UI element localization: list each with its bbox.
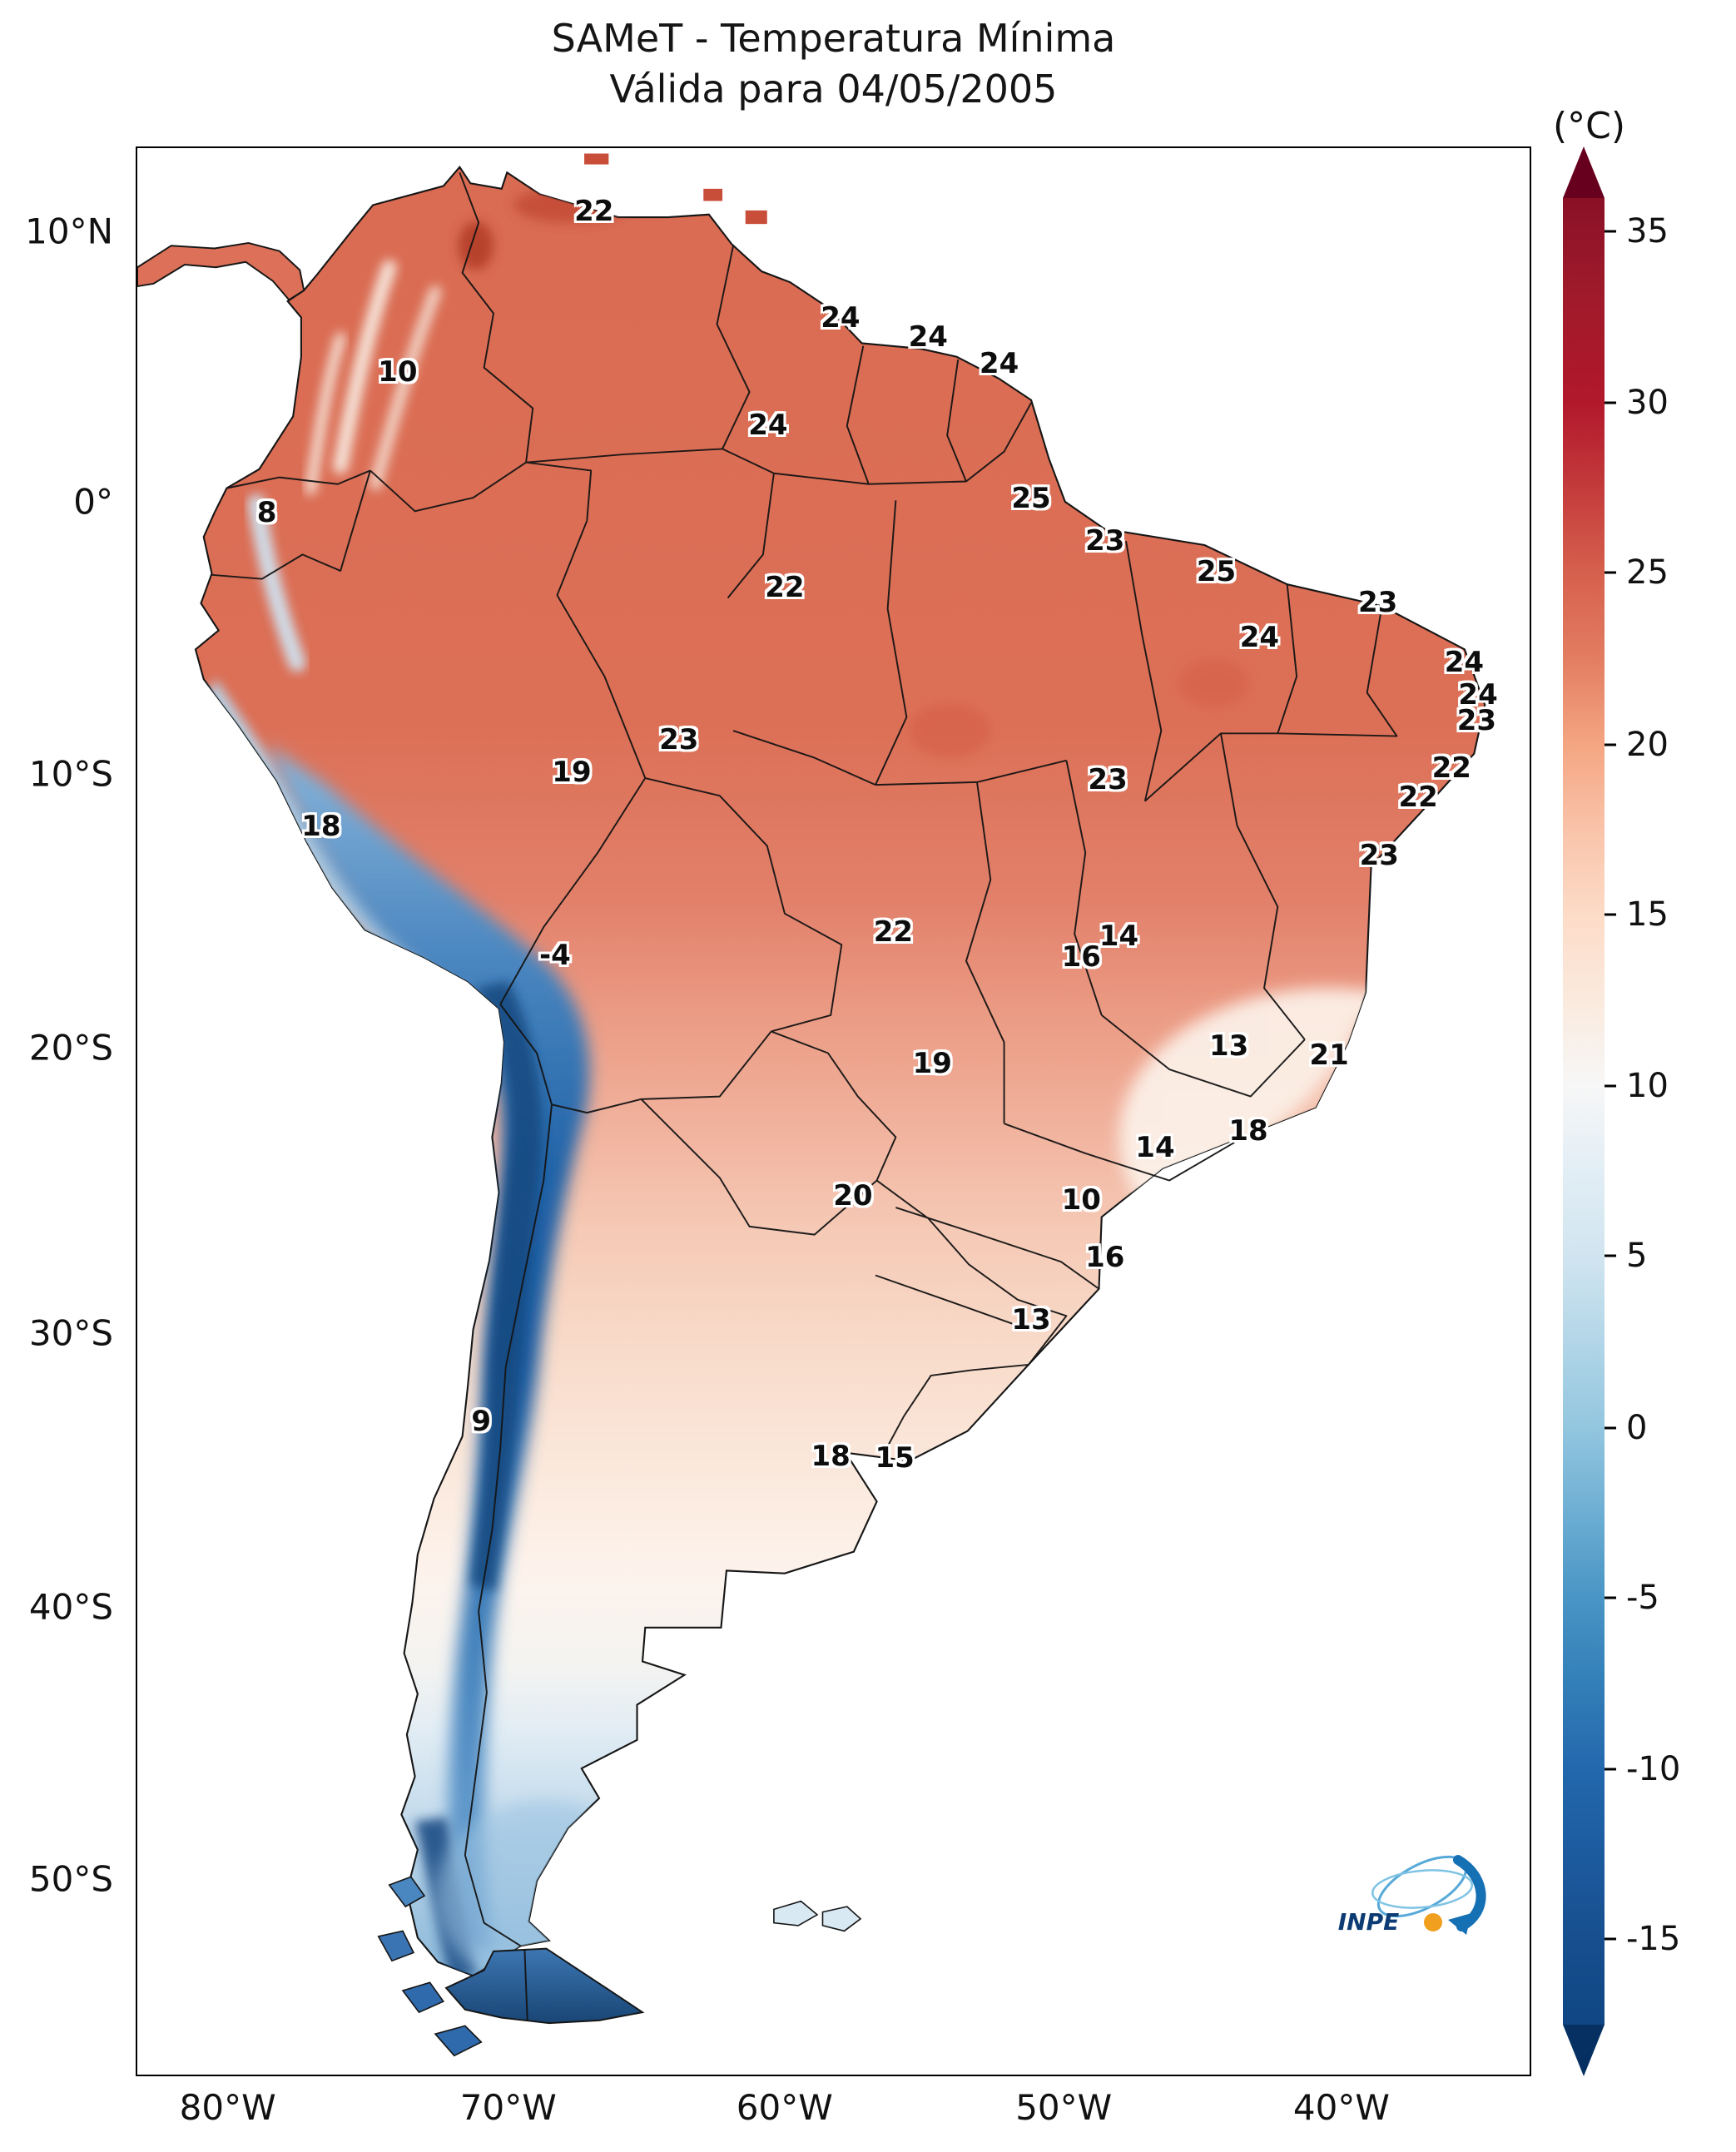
station-temp-label: 23 — [1085, 524, 1125, 558]
station-temp-label: 14 — [1099, 919, 1139, 953]
lat-tick-label: 0° — [73, 481, 113, 523]
colorbar-tick: 30 — [1605, 384, 1669, 422]
colorbar-lower-arrow — [1563, 2025, 1605, 2076]
lon-tick-label: 80°W — [179, 2087, 276, 2128]
colorbar-tick-labels: 35 30 25 20 15 10 5 0 -5 -10 -15 — [1605, 146, 1736, 2076]
panama-strip — [137, 241, 305, 301]
station-temp-label: 19 — [552, 756, 592, 790]
station-temp-label: 20 — [833, 1179, 873, 1213]
station-temp-label: 10 — [1061, 1183, 1101, 1217]
colorbar-tick: -10 — [1605, 1750, 1680, 1788]
country-state-borders — [211, 171, 1398, 2021]
station-temp-label: 18 — [1228, 1113, 1268, 1148]
lat-axis: 10°N 0° 10°S 20°S 30°S 40°S 50°S — [0, 146, 125, 2076]
colorbar-gradient-bar — [1563, 198, 1605, 2025]
colorbar-unit-label: (°C) — [1553, 105, 1626, 147]
station-temp-label: 18 — [301, 809, 341, 843]
colorbar-tick: -5 — [1605, 1579, 1659, 1617]
lat-tick-label: 40°S — [28, 1586, 113, 1628]
station-temp-label: 15 — [875, 1441, 915, 1475]
station-temp-label: 24 — [1239, 621, 1280, 654]
figure-title-line2: Válida para 04/05/2005 — [609, 66, 1058, 112]
station-temp-label: 24 — [748, 409, 788, 443]
station-temp-label: 25 — [1011, 482, 1051, 516]
tierra-del-fuego — [444, 1947, 645, 2025]
colorbar-tick: -15 — [1605, 1920, 1680, 1958]
station-temp-label: 23 — [1357, 586, 1398, 620]
inpe-logo-text: INPE — [1337, 1908, 1400, 1936]
lon-tick-label: 60°W — [736, 2087, 833, 2128]
station-temp-label: 22 — [574, 195, 614, 229]
station-temp-label: 16 — [1085, 1241, 1125, 1275]
station-temp-label: 23 — [1088, 763, 1128, 797]
inpe-logo: INPE — [1335, 1843, 1493, 1951]
station-temp-label: 13 — [1011, 1302, 1051, 1336]
station-label-layer: 22 24 24 24 10 24 25 8 23 25 22 23 24 24 24 23 23 19 22 23 2… — [137, 148, 1530, 2075]
station-temp-label: 13 — [1208, 1029, 1249, 1063]
colorbar-tick: 10 — [1605, 1067, 1669, 1105]
lat-tick-label: 20°S — [28, 1027, 113, 1069]
station-temp-label: 23 — [659, 722, 699, 756]
station-temp-label: 22 — [873, 915, 914, 950]
station-temp-label: 16 — [1061, 940, 1101, 974]
figure-title: SAMeT - Temperatura Mínima Válida para 0… — [136, 13, 1531, 114]
station-temp-label: 25 — [1196, 555, 1237, 589]
station-temp-label: 10 — [378, 355, 418, 389]
station-temp-label: 24 — [979, 347, 1019, 381]
station-temp-label: 22 — [1431, 751, 1471, 786]
lat-tick-label: 30°S — [28, 1312, 113, 1354]
colorbar-upper-arrow — [1563, 146, 1605, 198]
colorbar-tick: 20 — [1605, 726, 1669, 764]
station-temp-label: 22 — [765, 570, 805, 604]
map-plot-area: 22 24 24 24 10 24 25 8 23 25 22 23 24 24 24 23 23 19 22 23 2… — [136, 146, 1531, 2076]
colorbar-tick: 25 — [1605, 553, 1669, 592]
falkland-islands — [773, 1900, 819, 1926]
colorbar-tick: 35 — [1605, 212, 1669, 250]
lon-tick-label: 70°W — [459, 2087, 557, 2128]
station-temp-label: 24 — [908, 320, 948, 354]
inpe-logo-swirl-icon — [1371, 1855, 1486, 1936]
station-temp-label: 14 — [1135, 1131, 1175, 1165]
lon-tick-label: 40°W — [1292, 2087, 1390, 2128]
station-temp-label: 8 — [256, 495, 277, 529]
station-temp-label: 22 — [1398, 781, 1438, 815]
lon-axis: 80°W 70°W 60°W 50°W 40°W — [136, 2087, 1531, 2140]
station-temp-label: 24 — [1458, 678, 1498, 712]
colorbar-tick: 0 — [1605, 1409, 1647, 1447]
station-temp-label: 18 — [811, 1439, 851, 1473]
station-temp-label: 24 — [1444, 646, 1485, 680]
station-temp-label: 19 — [912, 1046, 952, 1080]
station-temp-label: 24 — [821, 300, 861, 335]
station-temp-label: 9 — [471, 1405, 492, 1439]
lon-tick-label: 50°W — [1015, 2087, 1113, 2128]
colorbar-tick: 15 — [1605, 895, 1669, 934]
temperature-colorbar: 35 30 25 20 15 10 5 0 -5 -10 -15 — [1563, 146, 1680, 2076]
figure-title-line1: SAMeT - Temperatura Mínima — [551, 16, 1116, 61]
station-temp-label: 23 — [1359, 838, 1399, 872]
lat-tick-label: 10°S — [28, 753, 113, 795]
station-temp-label: 21 — [1309, 1039, 1349, 1073]
station-temp-label: 23 — [1456, 703, 1497, 737]
south-america-temperature-map — [137, 153, 1486, 2057]
lat-tick-label: 50°S — [28, 1858, 113, 1900]
colorbar-tick: 5 — [1605, 1237, 1647, 1275]
station-temp-label: -4 — [539, 938, 571, 972]
lat-tick-label: 10°N — [25, 211, 113, 252]
